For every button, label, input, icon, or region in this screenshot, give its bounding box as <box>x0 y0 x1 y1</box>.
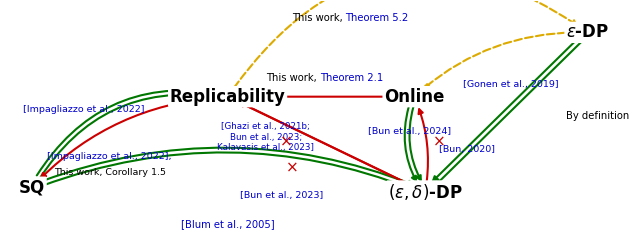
FancyArrowPatch shape <box>42 148 413 185</box>
Text: This work,: This work, <box>292 13 346 23</box>
Text: Theorem 2.1: Theorem 2.1 <box>320 73 383 83</box>
FancyArrowPatch shape <box>234 0 577 88</box>
Text: [Impagliazzo et al., 2022]: [Impagliazzo et al., 2022] <box>24 105 145 114</box>
Text: By definition: By definition <box>566 111 629 121</box>
Text: Online: Online <box>384 88 445 106</box>
Text: $\times$: $\times$ <box>285 160 298 174</box>
FancyArrowPatch shape <box>42 97 216 178</box>
FancyArrowPatch shape <box>410 107 420 180</box>
FancyArrowPatch shape <box>239 94 401 99</box>
FancyArrowPatch shape <box>36 90 213 175</box>
Text: [Bun et al., 2023]: [Bun et al., 2023] <box>240 191 323 200</box>
FancyArrowPatch shape <box>39 94 215 180</box>
FancyArrowPatch shape <box>240 102 415 187</box>
Text: $\varepsilon$-DP: $\varepsilon$-DP <box>566 23 609 41</box>
FancyArrowPatch shape <box>404 107 416 181</box>
Text: Theorem 5.2: Theorem 5.2 <box>346 13 409 23</box>
Text: This work, Corollary 1.5: This work, Corollary 1.5 <box>54 168 166 177</box>
Text: [Gonen et al., 2019]: [Gonen et al., 2019] <box>463 80 559 89</box>
Text: $\times$: $\times$ <box>278 133 291 148</box>
Text: [Ghazi et al., 2021b;
Bun et al., 2023;
Kalavasis et al., 2023]: [Ghazi et al., 2021b; Bun et al., 2023; … <box>218 122 314 152</box>
FancyArrowPatch shape <box>433 39 578 181</box>
Text: [Impagliazzo et al., 2022],: [Impagliazzo et al., 2022], <box>47 152 172 161</box>
Text: $\times$: $\times$ <box>431 133 444 148</box>
Text: [Bun, 2020]: [Bun, 2020] <box>438 145 495 154</box>
Text: This work,: This work, <box>266 73 320 83</box>
FancyArrowPatch shape <box>42 152 413 190</box>
Text: $(\varepsilon, \delta)$-DP: $(\varepsilon, \delta)$-DP <box>388 182 463 202</box>
Text: [Bun et al., 2024]: [Bun et al., 2024] <box>367 127 451 136</box>
Text: [Blum et al., 2005]: [Blum et al., 2005] <box>180 219 275 229</box>
FancyArrowPatch shape <box>424 32 577 88</box>
Text: SQ: SQ <box>19 178 45 196</box>
FancyArrowPatch shape <box>436 42 581 184</box>
Text: Replicability: Replicability <box>170 88 285 106</box>
FancyArrowPatch shape <box>419 109 428 181</box>
FancyArrowPatch shape <box>237 101 413 186</box>
